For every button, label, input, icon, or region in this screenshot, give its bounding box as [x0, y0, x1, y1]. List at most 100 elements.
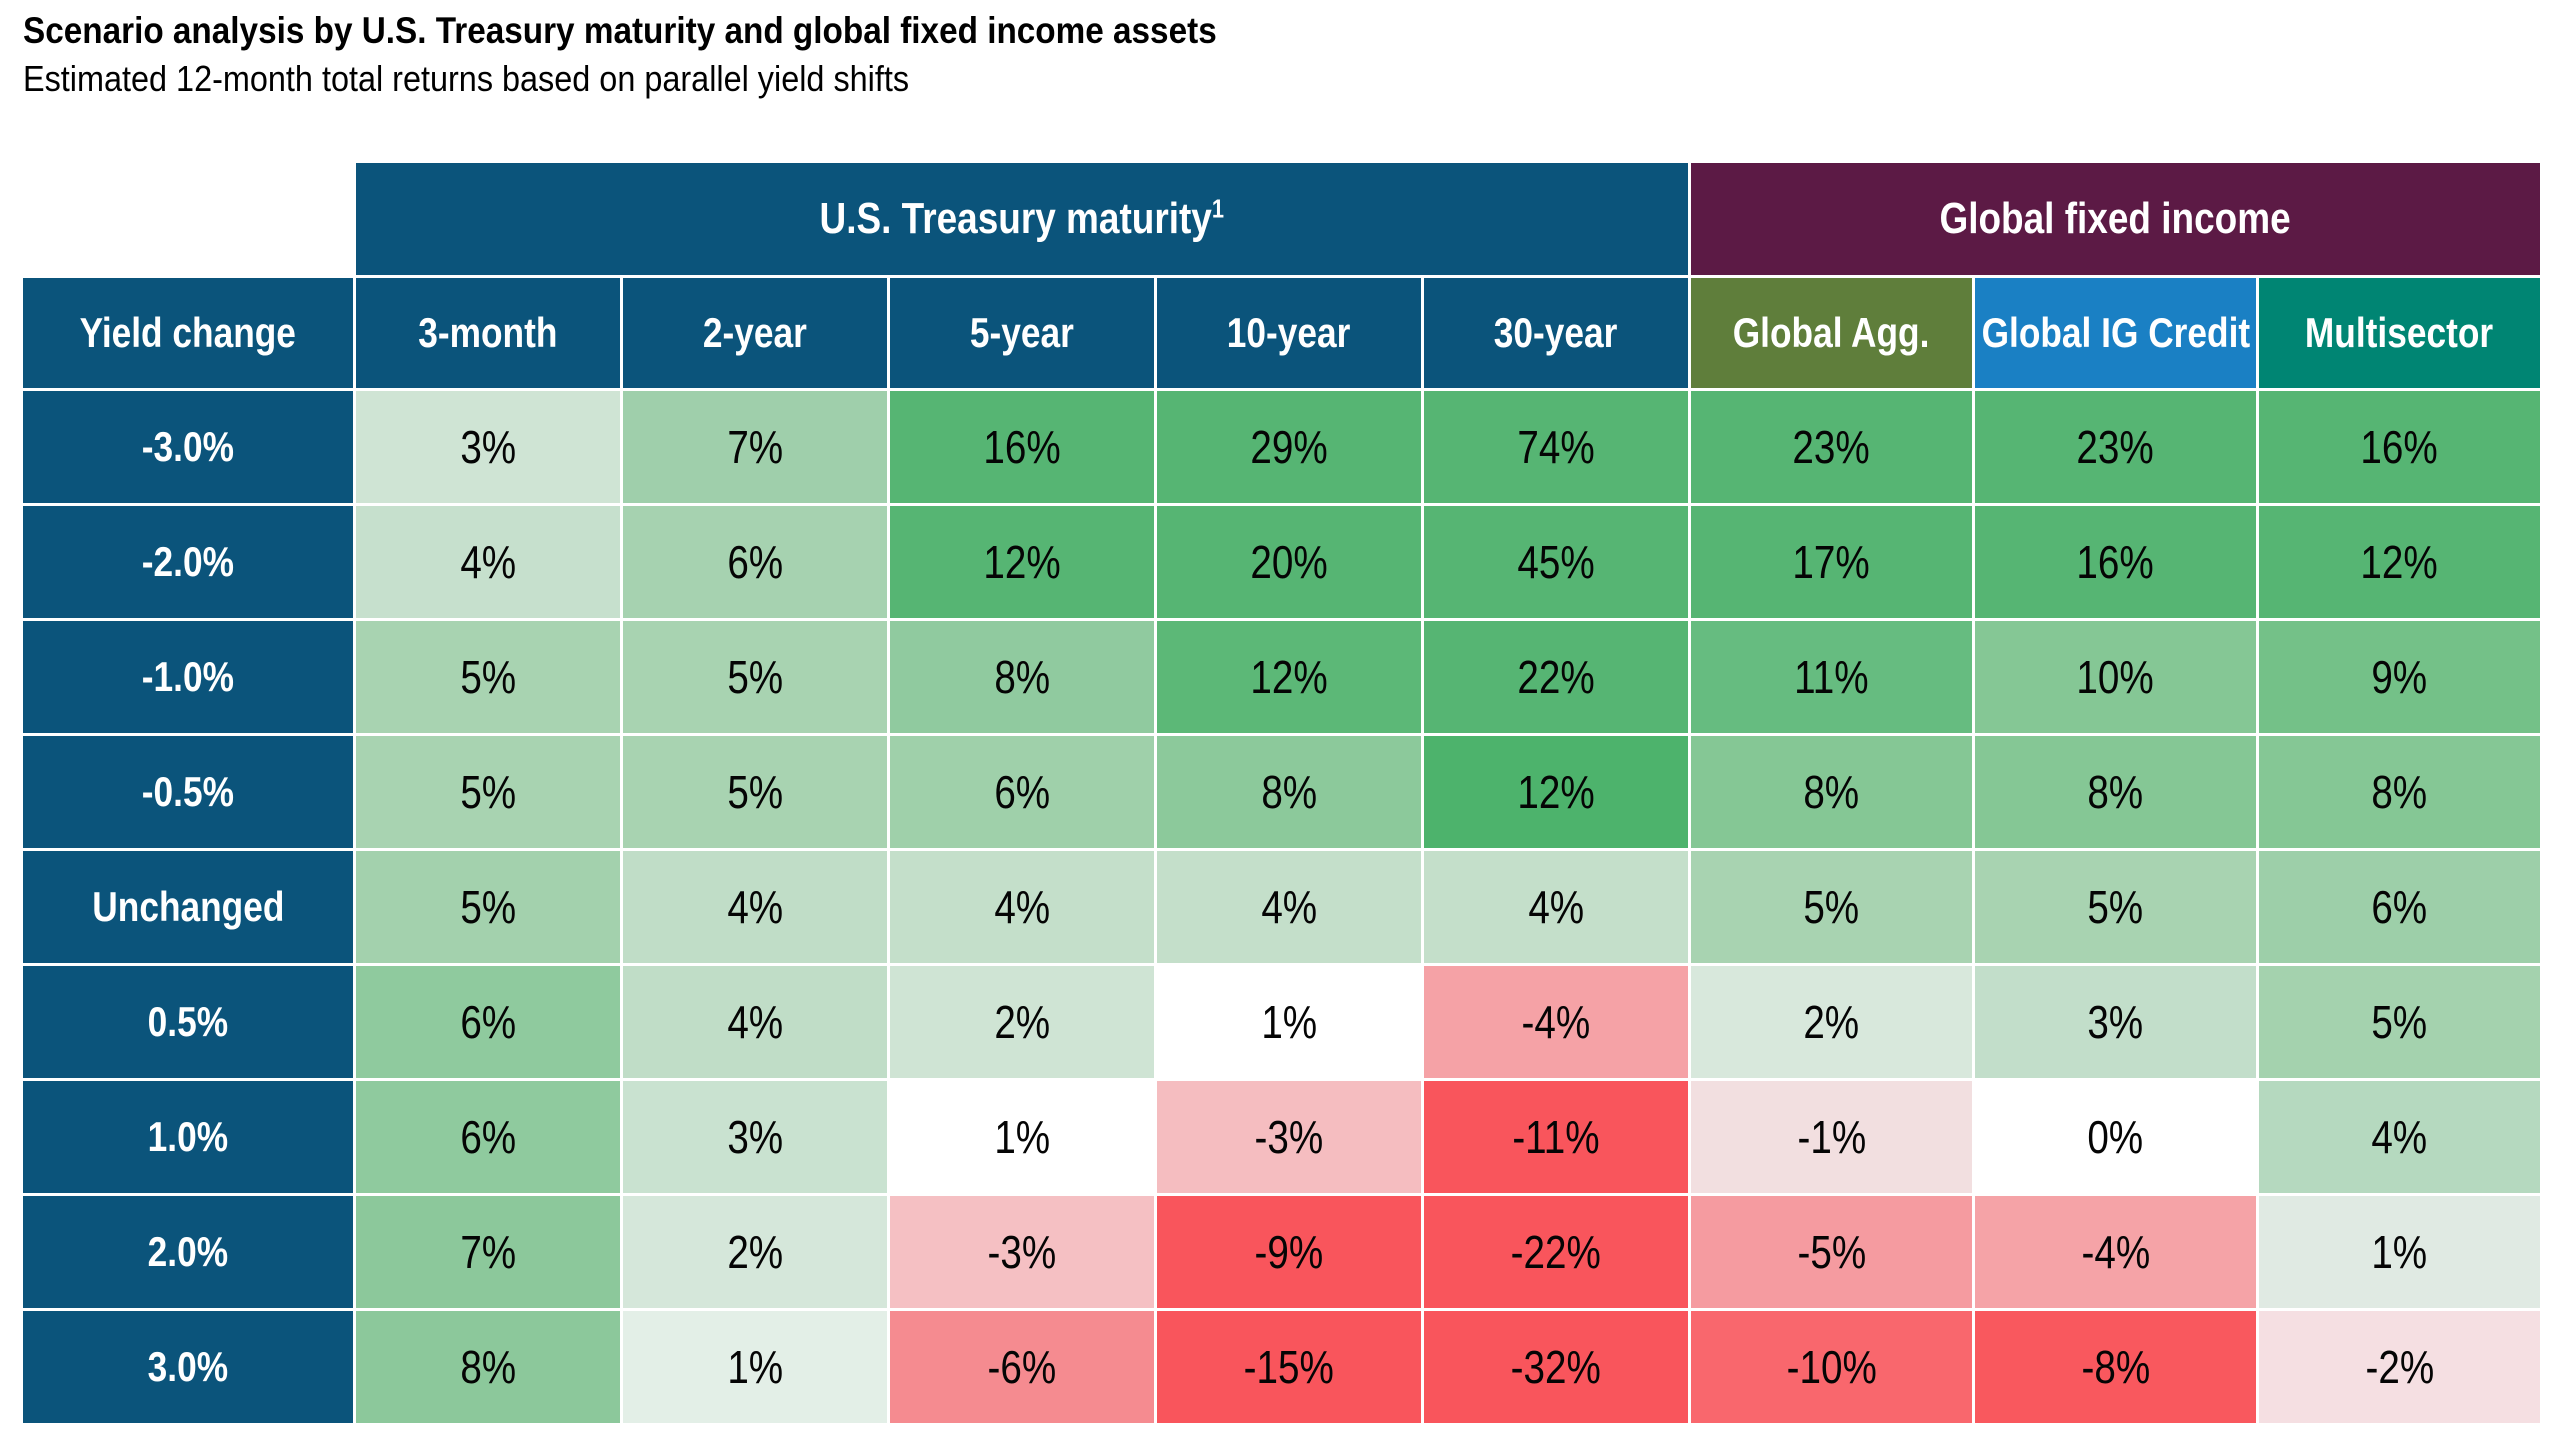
row-label-1-wrap: -2.0%	[142, 538, 234, 586]
table-cell-r2-c1-label: 5%	[727, 651, 783, 703]
table-cell-r3-c7-label: 8%	[2371, 766, 2428, 818]
row-label-8-label: 3.0%	[147, 1343, 229, 1390]
row-label-3-label: -0.5%	[141, 768, 235, 815]
table-cell-r5-c6-wrap: 3%	[2088, 995, 2144, 1049]
row-label-3: -0.5%	[23, 736, 353, 848]
table-cell-r7-c6-wrap: -4%	[2081, 1225, 2150, 1279]
table-cell-r8-c6: -8%	[1975, 1311, 2256, 1423]
table-cell-r8-c5-wrap: -10%	[1786, 1340, 1876, 1394]
row-label-8: 3.0%	[23, 1311, 353, 1423]
table-cell-r4-c1-wrap: 4%	[727, 880, 783, 934]
column-header-4-label: 10-year	[1227, 309, 1351, 356]
table-cell-r8-c7: -2%	[2259, 1311, 2540, 1423]
row-label-1-label: -2.0%	[141, 538, 235, 585]
table-cell-r1-c0-label: 4%	[460, 536, 516, 588]
table-cell-r2-c0-label: 5%	[460, 651, 516, 703]
table-cell-r5-c0: 6%	[356, 966, 620, 1078]
table-cell-r1-c2-label: 12%	[983, 536, 1061, 588]
table-cell-r1-c6-wrap: 16%	[2077, 535, 2154, 589]
column-header-8-wrap: Multisector	[2305, 309, 2493, 357]
table-cell-r8-c4: -32%	[1424, 1311, 1688, 1423]
table-cell-r6-c5-wrap: -1%	[1797, 1110, 1866, 1164]
table-cell-r2-c1-wrap: 5%	[727, 650, 783, 704]
table-cell-r6-c7: 4%	[2259, 1081, 2540, 1193]
table-cell-r5-c5: 2%	[1691, 966, 1972, 1078]
page-subtitle-text: Estimated 12-month total returns based o…	[23, 58, 910, 99]
table-cell-r1-c7-label: 12%	[2360, 536, 2439, 588]
table-cell-r1-c3-wrap: 20%	[1250, 535, 1327, 589]
table-cell-r4-c0-wrap: 5%	[460, 880, 516, 934]
table-cell-r4-c2-wrap: 4%	[994, 880, 1050, 934]
table-cell-r5-c3: 1%	[1157, 966, 1421, 1078]
table-cell-r2-c2-wrap: 8%	[994, 650, 1050, 704]
table-cell-r6-c5: -1%	[1691, 1081, 1972, 1193]
column-header-5: 30-year	[1424, 278, 1688, 388]
row-label-4-label: Unchanged	[91, 883, 285, 930]
page-subtitle: Estimated 12-month total returns based o…	[23, 58, 1008, 100]
row-label-3-wrap: -0.5%	[142, 768, 234, 816]
table-cell-r8-c7-label: -2%	[2365, 1341, 2434, 1393]
column-header-6-label: Global Agg.	[1733, 309, 1930, 356]
row-label-6: 1.0%	[23, 1081, 353, 1193]
table-cell-r0-c5-label: 23%	[1792, 421, 1871, 473]
table-cell-r2-c3-wrap: 12%	[1250, 650, 1327, 704]
table-cell-r6-c1: 3%	[623, 1081, 887, 1193]
table-cell-r2-c4-wrap: 22%	[1517, 650, 1594, 704]
table-cell-r1-c7: 12%	[2259, 506, 2540, 618]
table-cell-r1-c2-wrap: 12%	[983, 535, 1060, 589]
table-cell-r6-c4-label: -11%	[1512, 1111, 1600, 1163]
table-cell-r3-c3-label: 8%	[1261, 766, 1317, 818]
column-header-3: 5-year	[890, 278, 1154, 388]
row-label-7-wrap: 2.0%	[148, 1228, 228, 1276]
column-header-3-wrap: 5-year	[970, 309, 1074, 357]
table-cell-r0-c1-wrap: 7%	[727, 420, 783, 474]
table-cell-r8-c4-label: -32%	[1510, 1341, 1602, 1393]
table-cell-r5-c4-wrap: -4%	[1522, 995, 1591, 1049]
table-cell-r5-c2-label: 2%	[994, 996, 1050, 1048]
table-cell-r1-c6: 16%	[1975, 506, 2256, 618]
table-cell-r5-c2-wrap: 2%	[994, 995, 1050, 1049]
table-cell-r4-c2-label: 4%	[994, 881, 1050, 933]
table-cell-r4-c3-wrap: 4%	[1261, 880, 1317, 934]
table-cell-r0-c1: 7%	[623, 391, 887, 503]
column-header-0-wrap: Yield change	[80, 309, 296, 357]
column-header-8-label: Multisector	[2305, 309, 2494, 356]
table-cell-r3-c6-label: 8%	[2087, 766, 2144, 818]
table-cell-r6-c6-label: 0%	[2087, 1111, 2144, 1163]
row-label-0-wrap: -3.0%	[142, 423, 234, 471]
table-cell-r4-c6: 5%	[1975, 851, 2256, 963]
table-cell-r6-c2-wrap: 1%	[994, 1110, 1050, 1164]
table-cell-r2-c2-label: 8%	[994, 651, 1050, 703]
table-cell-r0-c2: 16%	[890, 391, 1154, 503]
table-cell-r1-c5-wrap: 17%	[1793, 535, 1870, 589]
table-cell-r5-c3-label: 1%	[1261, 996, 1317, 1048]
column-header-5-wrap: 30-year	[1494, 309, 1618, 357]
table-cell-r1-c4: 45%	[1424, 506, 1688, 618]
table-cell-r5-c1-label: 4%	[727, 996, 783, 1048]
column-header-1-label: 3-month	[418, 309, 558, 356]
table-cell-r4-c4-label: 4%	[1528, 881, 1584, 933]
table-cell-r6-c0: 6%	[356, 1081, 620, 1193]
table-cell-r8-c2: -6%	[890, 1311, 1154, 1423]
table-cell-r4-c1: 4%	[623, 851, 887, 963]
table-cell-r3-c6-wrap: 8%	[2088, 765, 2144, 819]
table-cell-r2-c1: 5%	[623, 621, 887, 733]
table-cell-r6-c0-label: 6%	[460, 1111, 516, 1163]
table-cell-r2-c5-wrap: 11%	[1794, 650, 1868, 704]
group-header-treasury: U.S. Treasury maturity1	[356, 163, 1688, 275]
row-label-7: 2.0%	[23, 1196, 353, 1308]
table-cell-r0-c7-wrap: 16%	[2361, 420, 2438, 474]
table-cell-r8-c5: -10%	[1691, 1311, 1972, 1423]
table-cell-r7-c5-wrap: -5%	[1797, 1225, 1866, 1279]
table-cell-r5-c0-label: 6%	[460, 996, 516, 1048]
table-corner-spacer	[23, 163, 353, 275]
group-header-treasury-label: U.S. Treasury maturity	[819, 194, 1213, 243]
table-cell-r6-c5-label: -1%	[1797, 1111, 1866, 1163]
table-cell-r5-c1-wrap: 4%	[727, 995, 783, 1049]
table-cell-r8-c0-label: 8%	[460, 1341, 516, 1393]
table-cell-r8-c0-wrap: 8%	[460, 1340, 516, 1394]
table-cell-r0-c4-label: 74%	[1517, 421, 1595, 473]
table-cell-r5-c3-wrap: 1%	[1261, 995, 1317, 1049]
column-header-1-wrap: 3-month	[418, 309, 557, 357]
table-cell-r3-c3-wrap: 8%	[1261, 765, 1317, 819]
